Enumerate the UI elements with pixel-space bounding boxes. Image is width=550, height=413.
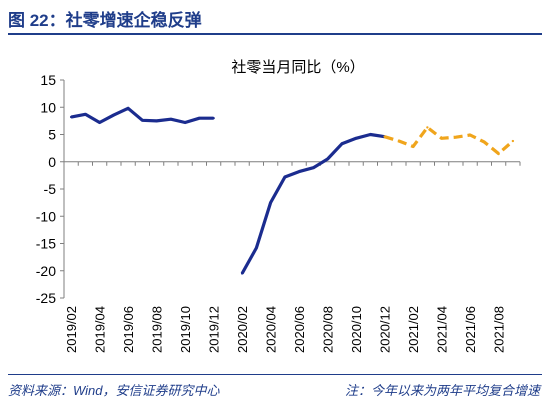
y-tick-label: -5	[44, 181, 57, 197]
point-yoy	[240, 272, 244, 275]
point-yoy	[297, 170, 301, 173]
x-tick-label: 2019/02	[64, 306, 79, 353]
x-tick-label: 2020/04	[264, 306, 279, 353]
source-note: 资料来源：Wind，安信证券研究中心	[8, 383, 220, 398]
x-tick-label: 2020/10	[349, 306, 364, 353]
y-tick-label: -10	[36, 208, 56, 224]
series-line-two-year-average	[384, 125, 514, 156]
point-yoy	[326, 157, 329, 161]
point-yoy	[155, 119, 158, 123]
y-tick-label: 15	[40, 72, 56, 88]
x-tick-label: 2020/12	[378, 306, 393, 353]
x-tick-label: 2019/10	[178, 306, 193, 353]
x-tick-label: 2019/12	[207, 306, 222, 353]
y-axis: 15 10 5 0 -5 -10 -15 -20 -25	[36, 72, 65, 306]
point-yoy	[126, 107, 130, 110]
y-tick-label: -20	[36, 263, 56, 279]
point-yoy	[169, 118, 173, 121]
x-tick-label: 2020/06	[292, 306, 307, 353]
point-two-year-average	[468, 133, 472, 137]
point-yoy	[112, 113, 116, 117]
series-line-yoy	[70, 106, 385, 275]
figure-title: 图 22：社零增速企稳反弹	[8, 11, 202, 30]
point-two-year-average	[440, 137, 443, 140]
y-tick-label: -15	[36, 236, 56, 252]
footnote: 注：今年以来为两年平均复合增速	[344, 383, 540, 398]
point-two-year-average	[383, 135, 386, 138]
point-yoy	[369, 133, 372, 136]
series-layer	[69, 106, 515, 275]
point-yoy	[198, 116, 201, 120]
x-axis: 2019/02 2019/04 2019/06 2019/08 2019/10 2019/…	[63, 161, 521, 353]
point-yoy	[312, 166, 315, 169]
point-yoy	[269, 201, 272, 204]
point-two-year-average	[497, 152, 500, 155]
x-tick-label: 2021/02	[406, 306, 421, 353]
point-yoy	[354, 137, 358, 140]
point-yoy	[98, 121, 101, 124]
point-yoy	[212, 116, 215, 120]
point-yoy	[283, 175, 287, 179]
x-tick-label: 2019/08	[150, 306, 165, 353]
x-tick-label: 2019/06	[121, 306, 136, 353]
point-two-year-average	[454, 136, 458, 139]
point-two-year-average	[511, 139, 515, 143]
y-tick-label: 5	[48, 127, 56, 143]
point-two-year-average	[483, 140, 486, 144]
chart-title: 社零当月同比（%）	[231, 59, 364, 76]
y-tick-label: 10	[40, 99, 56, 115]
point-two-year-average	[397, 139, 401, 143]
y-tick-label: 0	[48, 154, 56, 170]
title-rule	[8, 33, 542, 35]
point-yoy	[183, 121, 187, 124]
point-two-year-average	[426, 126, 429, 129]
x-tick-label: 2020/08	[321, 306, 336, 353]
point-yoy	[340, 142, 344, 145]
footer-rule	[8, 374, 542, 375]
point-yoy	[84, 113, 87, 116]
point-yoy	[141, 119, 144, 122]
x-tick-label: 2021/06	[463, 306, 478, 353]
x-tick-label: 2019/04	[93, 306, 108, 353]
x-tick-label: 2021/04	[435, 306, 450, 353]
y-tick-label: -25	[36, 290, 56, 306]
x-tick-label: 2021/08	[492, 306, 507, 353]
x-tick-label: 2020/02	[235, 306, 250, 353]
point-two-year-average	[411, 145, 415, 148]
point-yoy	[69, 115, 73, 119]
point-yoy	[255, 246, 258, 250]
